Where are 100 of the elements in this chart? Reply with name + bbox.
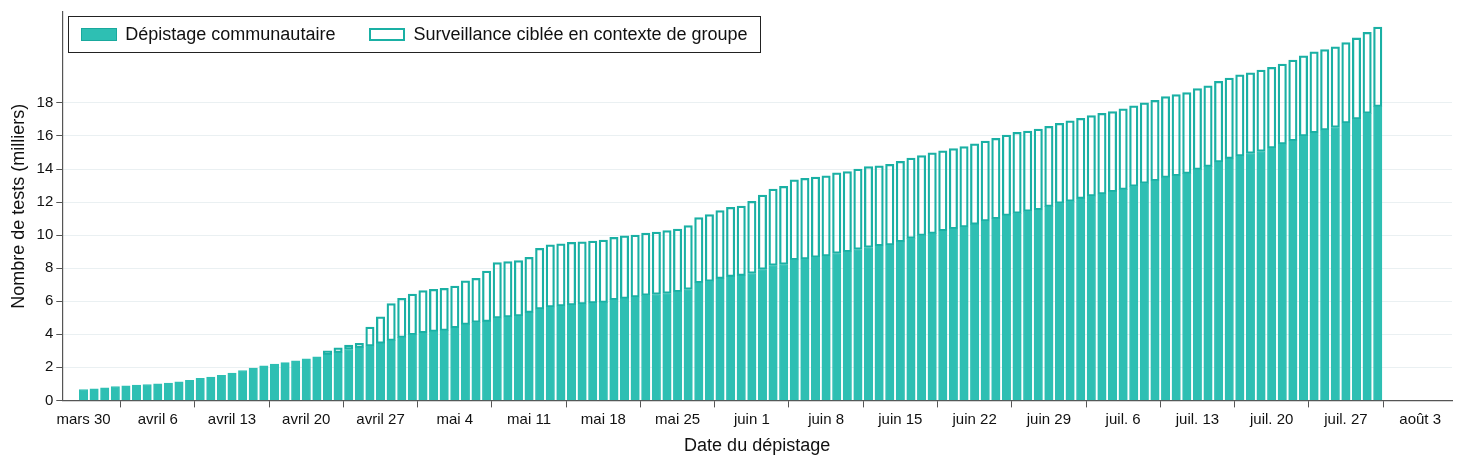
bar	[545, 306, 555, 401]
x-tick-label: juin 8	[807, 409, 845, 427]
bar	[185, 380, 195, 401]
x-tick-label: juil. 20	[1248, 409, 1294, 427]
bar	[1298, 135, 1309, 401]
bar	[1256, 151, 1266, 401]
bar	[620, 298, 630, 401]
y-tick-label: 16	[36, 126, 54, 144]
bar	[1118, 189, 1128, 401]
bar	[482, 321, 492, 401]
y-tick-label: 4	[44, 324, 54, 342]
bar	[1097, 193, 1107, 401]
y-tick-label: 10	[36, 225, 54, 243]
x-tick-label: mai 11	[507, 409, 552, 427]
bar	[853, 249, 863, 401]
bar	[715, 278, 725, 401]
bar	[386, 340, 396, 401]
bar	[662, 293, 672, 401]
x-tick-label: mai 25	[655, 409, 701, 427]
bar	[577, 303, 587, 401]
bar	[492, 317, 502, 401]
bar	[1086, 195, 1096, 401]
bar	[291, 360, 301, 401]
bar	[683, 289, 693, 401]
bar	[1150, 180, 1160, 401]
bar	[1139, 183, 1149, 401]
x-tick-label: juil. 13	[1174, 409, 1220, 427]
x-tick-label: mai 4	[436, 409, 474, 427]
legend-label: Surveillance ciblée en contexte de groupe	[413, 24, 748, 45]
bar	[768, 265, 778, 401]
x-tick-label: mars 30	[56, 409, 111, 427]
bar	[779, 264, 789, 401]
bar	[885, 244, 895, 401]
bar	[694, 282, 704, 401]
x-tick-label: juin 15	[877, 409, 923, 427]
bar	[556, 305, 566, 401]
bar	[1054, 203, 1065, 401]
bar	[1001, 215, 1011, 401]
bar	[1351, 118, 1362, 401]
bar	[312, 356, 322, 401]
bar	[216, 375, 226, 401]
bar	[354, 347, 364, 401]
bar	[365, 345, 375, 401]
bar	[1309, 132, 1319, 401]
bar	[1171, 175, 1181, 401]
x-tick-label: juin 22	[951, 409, 997, 427]
bar	[1182, 173, 1192, 401]
bar	[429, 331, 439, 401]
bar	[980, 220, 990, 401]
bar	[1330, 127, 1340, 401]
bar	[1341, 122, 1351, 401]
x-tick-label: avril 27	[356, 409, 405, 427]
bar	[142, 384, 152, 401]
bar	[301, 358, 311, 401]
y-tick-label: 14	[36, 159, 54, 177]
y-tick-label: 8	[44, 258, 54, 276]
bar	[269, 363, 279, 401]
bar	[1277, 143, 1287, 401]
bar	[1235, 155, 1245, 401]
y-axis-title: Nombre de tests (milliers)	[7, 103, 28, 309]
y-tick-label: 12	[36, 192, 54, 210]
bar	[1373, 106, 1383, 401]
bar	[651, 294, 661, 401]
bar	[895, 241, 905, 401]
bar	[174, 381, 184, 401]
bar	[736, 275, 746, 401]
bar	[471, 322, 481, 401]
bar	[864, 247, 874, 401]
x-tick-label: juil. 27	[1323, 409, 1368, 427]
bar	[704, 281, 714, 401]
bar	[842, 251, 852, 401]
bar	[439, 330, 449, 401]
bar	[280, 362, 290, 401]
bar	[566, 304, 577, 401]
bar	[163, 382, 173, 401]
x-tick-label: avril 13	[207, 409, 257, 427]
x-tick-label: juil. 6	[1104, 409, 1141, 427]
bar	[800, 258, 810, 401]
bar	[1224, 158, 1234, 401]
x-tick-label: juin 1	[732, 409, 770, 427]
bar	[195, 378, 205, 401]
bar	[418, 332, 428, 401]
bar	[344, 349, 354, 401]
bar	[810, 257, 821, 401]
bar	[322, 354, 333, 401]
bar	[630, 296, 640, 401]
bar	[407, 334, 417, 401]
y-tick-label: 6	[44, 291, 54, 309]
bar	[747, 273, 757, 401]
bar	[641, 295, 651, 401]
bar	[673, 291, 683, 401]
bar	[789, 259, 799, 401]
x-axis-title: Date du dépistage	[684, 435, 831, 456]
bar	[1044, 206, 1054, 401]
bar	[1076, 198, 1086, 401]
bar	[1214, 161, 1224, 401]
bar	[991, 218, 1001, 401]
bar	[248, 367, 258, 401]
bar	[757, 269, 767, 401]
bar	[238, 370, 248, 401]
